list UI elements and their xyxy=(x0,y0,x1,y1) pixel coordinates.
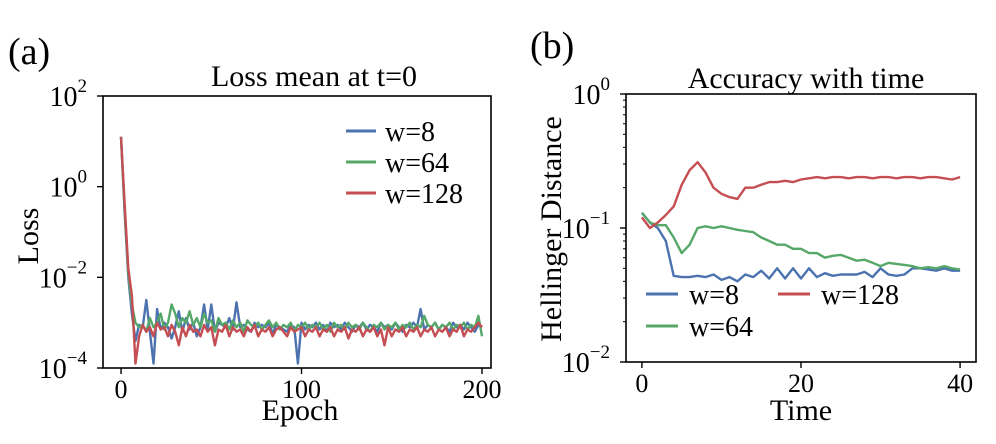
y-tick-label-a-1: 10−2 xyxy=(39,257,87,294)
series-lines-a xyxy=(119,136,484,365)
x-axis-label-b: Time xyxy=(770,394,832,427)
legend-label-w64-a: w=64 xyxy=(385,148,449,179)
series-line-a-w8 xyxy=(119,136,483,365)
legend-label-w64-b: w=64 xyxy=(689,312,753,343)
x-tick-label-b-2: 40 xyxy=(947,369,973,398)
legend-b: w=8 w=128 w=64 xyxy=(646,280,899,343)
y-axis-label-b: Hellinger Distance xyxy=(535,116,568,342)
legend-label-w128-b: w=128 xyxy=(821,280,899,311)
legend-label-w128-a: w=128 xyxy=(385,179,463,210)
series-lines-b xyxy=(640,160,961,283)
legend-label-w8-b: w=8 xyxy=(689,280,739,311)
series-line-b-w128 xyxy=(640,160,961,230)
axes-b: 0 20 40 10−2 10−1 100 xyxy=(562,74,973,398)
panel-a: (a) Loss mean at t=0 Loss Epoch 0 100 200 1… xyxy=(8,31,501,427)
panel-label-b: (b) xyxy=(530,25,574,67)
y-tick-label-a-3: 102 xyxy=(50,76,88,113)
y-axis-label-a: Loss xyxy=(12,208,45,265)
x-tick-label-a-1: 100 xyxy=(282,375,321,404)
plot-frame-a xyxy=(102,95,492,369)
x-tick-label-a-2: 200 xyxy=(462,375,501,404)
series-line-b-w64 xyxy=(640,211,961,271)
y-tick-label-b-1: 10−1 xyxy=(562,208,610,245)
y-tick-label-b-0: 10−2 xyxy=(562,342,610,379)
series-line-a-w128 xyxy=(119,136,483,365)
chart-title-a: Loss mean at t=0 xyxy=(211,60,417,93)
x-tick-label-b-0: 0 xyxy=(635,369,648,398)
plot-frame-b xyxy=(625,93,977,363)
x-axis-label-a: Epoch xyxy=(262,394,339,427)
legend-a: w=8 w=64 w=128 xyxy=(346,117,463,210)
series-line-b-w8 xyxy=(640,211,961,283)
panel-label-a: (a) xyxy=(8,31,50,73)
x-tick-label-a-0: 0 xyxy=(115,375,128,404)
legend-label-w8-a: w=8 xyxy=(385,117,435,148)
x-tick-label-b-1: 20 xyxy=(788,369,814,398)
y-tick-label-a-0: 10−4 xyxy=(39,348,88,385)
y-tick-label-a-2: 100 xyxy=(50,167,88,204)
panel-b: (b) Accuracy with time Hellinger Distanc… xyxy=(530,25,977,427)
axes-a: 0 100 200 10−4 10−2 100 102 xyxy=(39,76,502,404)
y-tick-label-b-2: 100 xyxy=(573,74,611,111)
chart-title-b: Accuracy with time xyxy=(688,62,925,95)
